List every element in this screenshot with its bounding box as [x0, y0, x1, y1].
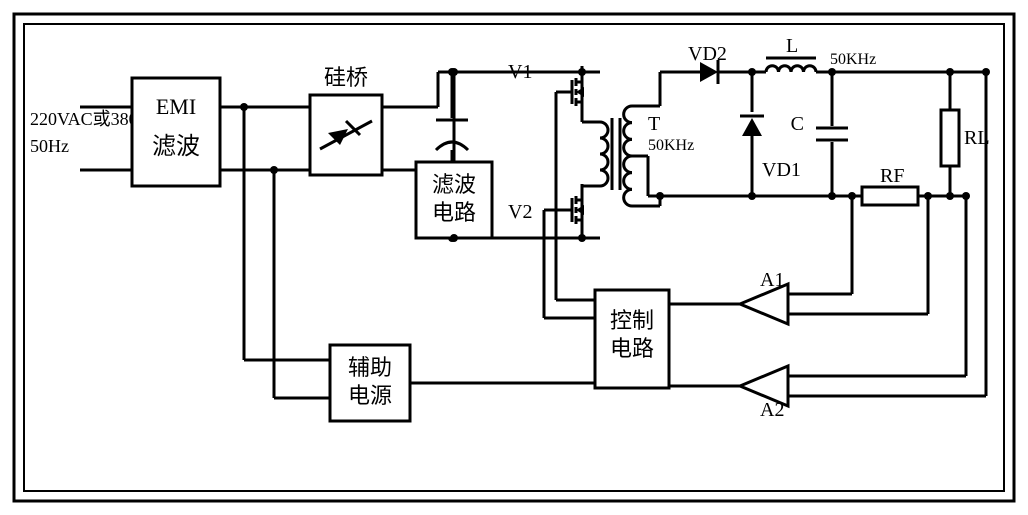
junction-dot: [848, 192, 856, 200]
transformer-label: T: [648, 113, 660, 135]
v2-label: V2: [508, 201, 532, 223]
filter-label-2: 电路: [432, 200, 476, 225]
junction-dot: [450, 234, 458, 242]
rl-resistor: [941, 110, 959, 166]
junction-dot: [748, 192, 756, 200]
vd1-label: VD1: [762, 159, 801, 181]
emi-label-2: 滤波: [152, 133, 200, 160]
aux-label-1: 辅助: [348, 355, 392, 380]
rf-resistor: [862, 187, 918, 205]
a1-label: A1: [760, 269, 784, 291]
aux-label-2: 电源: [348, 383, 392, 408]
vd2-label: VD2: [688, 43, 727, 65]
junction-dot: [924, 192, 932, 200]
inductor-freq-label: 50KHz: [830, 51, 876, 68]
junction-dot: [450, 68, 458, 76]
bridge-label: 硅桥: [324, 65, 368, 90]
v1-label: V1: [508, 61, 532, 83]
ctrl-label-1: 控制: [610, 308, 654, 333]
a2-label: A2: [760, 399, 784, 421]
inductor-label: L: [786, 35, 798, 57]
cap-label: C: [791, 113, 804, 135]
input-freq-label: 50Hz: [30, 136, 69, 156]
ctrl-label-2: 电路: [610, 336, 654, 361]
junction-dot: [578, 68, 586, 76]
transformer-freq-label: 50KHz: [648, 137, 694, 154]
filter-label-1: 滤波: [432, 172, 476, 197]
rf-label: RF: [880, 165, 904, 187]
emi-label-1: EMI: [156, 94, 196, 119]
junction-dot: [656, 192, 664, 200]
junction-dot: [578, 234, 586, 242]
